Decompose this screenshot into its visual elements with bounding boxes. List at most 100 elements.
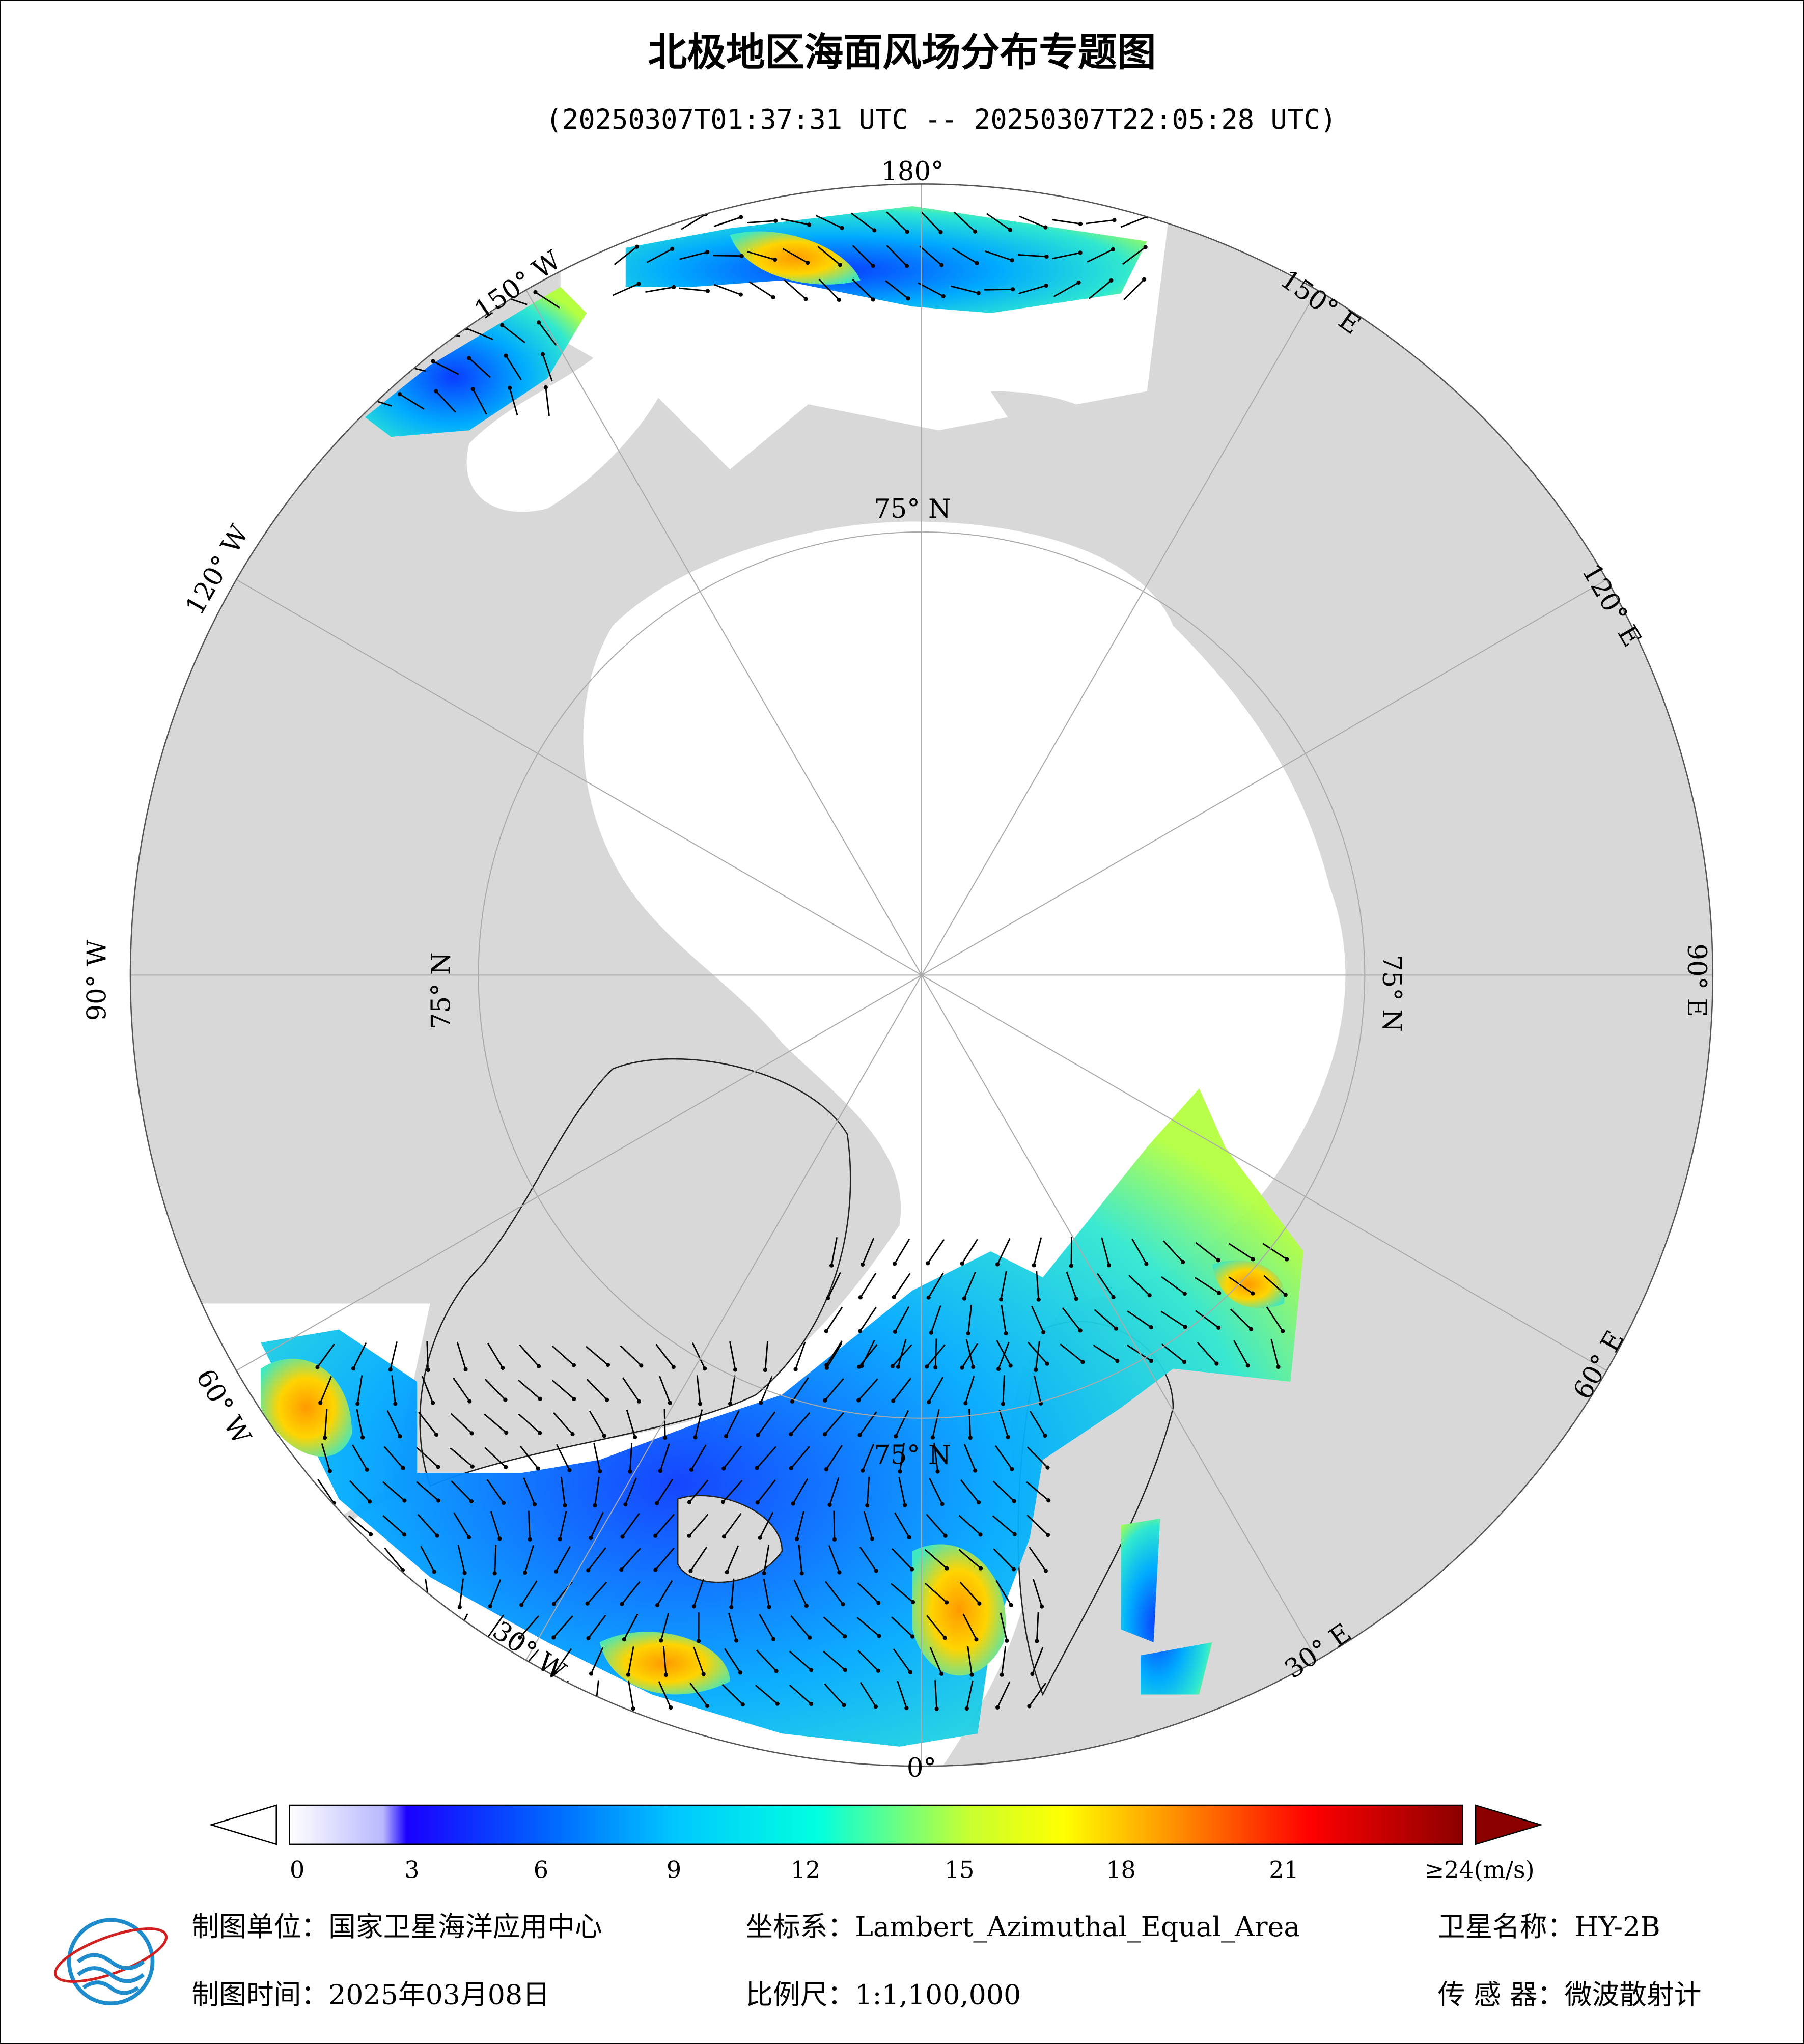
wind-arrow <box>1018 254 1047 258</box>
wind-arrow-head <box>705 1703 710 1709</box>
wind-arrow-head <box>824 1467 829 1472</box>
wind-arrow <box>967 1646 973 1675</box>
wind-arrow <box>356 1375 363 1404</box>
map <box>130 184 1713 1767</box>
wind-arrow-head <box>457 1605 462 1609</box>
wind-arrow-head <box>1000 1672 1004 1677</box>
wind-arrow-head <box>973 229 978 234</box>
latitude-label: 75° N <box>426 952 456 1029</box>
wind-arrow-head <box>598 1469 602 1474</box>
wind-arrow <box>894 1306 910 1332</box>
wind-arrow <box>995 1580 1012 1606</box>
wind-arrow <box>964 1376 975 1404</box>
wind-arrow <box>519 1344 540 1367</box>
wind-arrow <box>655 1547 675 1571</box>
wind-arrow-head <box>872 228 877 233</box>
wind-arrow-head <box>538 1396 542 1401</box>
wind-arrow <box>746 220 776 223</box>
wind-arrow <box>472 388 487 415</box>
wind-arrow-head <box>1030 1671 1035 1676</box>
wind-arrow <box>456 1341 466 1370</box>
wind-arrow <box>992 1515 1015 1535</box>
wind-arrow <box>723 1445 742 1469</box>
wind-arrow <box>1000 1271 1007 1300</box>
land <box>809 391 1125 528</box>
footer-scale: 比例尺：1:1,100,000 <box>745 1978 1021 2010</box>
wind-arrow-head <box>1043 225 1048 230</box>
wind-arrow <box>383 1446 404 1469</box>
wind-arrow-head <box>905 230 909 234</box>
wind-arrow-head <box>724 1434 729 1439</box>
wind-arrow <box>1086 219 1115 225</box>
wind-arrow-head <box>463 1367 468 1371</box>
wind-arrow <box>695 1409 703 1438</box>
wind-arrow <box>1228 1243 1254 1260</box>
wind-arrow-head <box>1142 277 1147 282</box>
wind-arrow <box>1096 1273 1114 1298</box>
wind-arrow-head <box>1283 1293 1288 1297</box>
wind-arrow-head <box>840 226 844 230</box>
wind-arrow <box>929 1478 943 1504</box>
longitude-label: 90° W <box>82 939 113 1021</box>
wind-arrow <box>824 1412 844 1435</box>
wind-arrow-head <box>397 392 402 397</box>
wind-arrow-head <box>790 1399 795 1404</box>
wind-arrow-head <box>945 1566 949 1571</box>
meridian <box>921 974 1318 1661</box>
title: 北极地区海面风场分布专题图 <box>648 30 1156 75</box>
logo <box>54 1918 168 2005</box>
wind-arrow <box>963 1272 976 1299</box>
wind-arrow <box>691 1342 706 1369</box>
wind-arrow-head <box>1182 1292 1187 1296</box>
wind-arrow-head <box>501 1501 506 1505</box>
wind-arrow <box>928 1377 944 1403</box>
wind-arrow-head <box>1012 1499 1016 1503</box>
wind-arrow-head <box>504 1465 508 1469</box>
wind-arrow-head <box>1032 1263 1036 1268</box>
wind-arrow <box>382 1481 405 1501</box>
meridian <box>921 974 1607 1371</box>
wind-arrow-head <box>1182 1360 1187 1364</box>
wind-arrow <box>518 1413 541 1434</box>
wind-arrow-head <box>466 1535 471 1539</box>
wind-arrow-head <box>571 1363 576 1367</box>
wind-arrow <box>1127 1310 1152 1328</box>
wind-arrow-head <box>318 1401 323 1405</box>
wind-arrow <box>348 1515 371 1535</box>
wind-arrow <box>321 1443 331 1471</box>
wind-arrow-head <box>857 1433 862 1437</box>
wind-arrow-head <box>799 1571 804 1576</box>
wind-arrow-head <box>671 1365 676 1369</box>
colorbar-ticks: 0 3 6 9 12 15 18 21 ≥24(m/s) <box>290 1856 1535 1884</box>
wind-arrow-head <box>663 1436 668 1440</box>
wind-arrow-head <box>401 1466 405 1470</box>
wind-arrow <box>928 1272 944 1298</box>
wind-arrow-head <box>1249 1327 1254 1332</box>
wind-arrow-head <box>533 290 538 295</box>
wind-arrow <box>885 280 909 299</box>
wind-arrow-head <box>462 1571 467 1575</box>
wind-arrow <box>863 1511 873 1539</box>
wind-arrow <box>992 1480 1015 1502</box>
iceland <box>677 1495 783 1583</box>
graticule <box>130 184 1713 1767</box>
wind-arrow-head <box>470 1464 475 1469</box>
wind-arrow-head <box>1106 1263 1112 1268</box>
wind-arrow <box>1263 1275 1286 1296</box>
wind-arrow <box>823 1650 846 1671</box>
wind-arrow <box>833 1510 836 1539</box>
wind-arrow <box>590 1647 604 1674</box>
wind-arrow-head <box>809 1701 814 1706</box>
wind-arrow-head <box>1078 250 1083 255</box>
wind-arrow-head <box>775 1701 780 1706</box>
wind-arrow <box>953 211 976 232</box>
logo-waves <box>77 1953 145 1995</box>
wind-arrow-head <box>552 1670 558 1675</box>
wind-arrow <box>823 1616 846 1637</box>
wind-arrow <box>319 1376 332 1403</box>
wind-arrow <box>759 1511 774 1538</box>
wind-arrow-head <box>740 1702 745 1707</box>
colorbar-tick-label: 9 <box>667 1856 681 1884</box>
wind-arrow <box>555 1546 571 1572</box>
wind-arrow-head <box>1276 1364 1281 1369</box>
